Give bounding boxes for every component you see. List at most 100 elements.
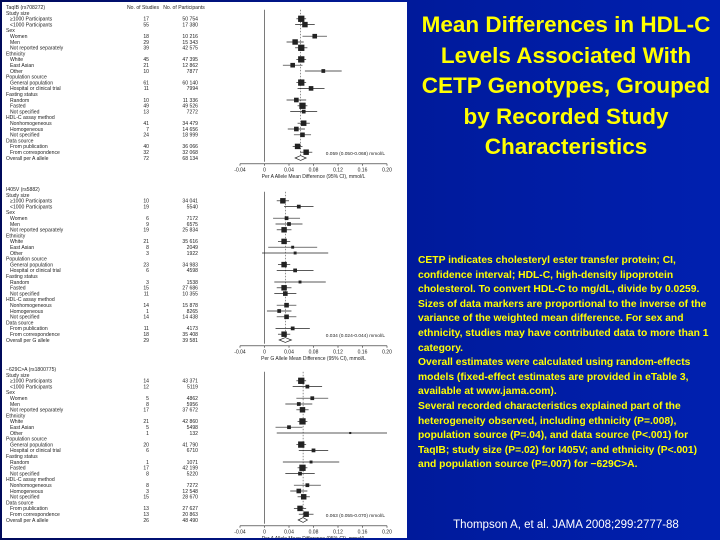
panel3-row-2-participants: 43 371 (182, 379, 198, 385)
panel1-row-11-label: Other (10, 69, 23, 75)
panel2-tick-label-4: 0.08 (309, 349, 319, 355)
panel2-row-2-label: ≥1000 Participants (10, 199, 53, 205)
panel1-tick-label-4: 0.08 (309, 167, 319, 173)
panel3-row-18-studies: 8 (146, 471, 149, 477)
panel3-row-16-participants: 1071 (187, 460, 198, 466)
panel3-row-7-label: Not reported separately (10, 408, 64, 414)
panel3-row-14-studies: 6 (146, 448, 149, 454)
panel2-tick-label-2: 0 (263, 349, 266, 355)
panel3-tick-label-5: 0.12 (333, 529, 343, 535)
panel2-row-22-marker (284, 314, 289, 320)
panel3-row-21-participants: 12 548 (182, 489, 198, 495)
panel2-row-6-participants: 6575 (187, 222, 198, 228)
note-marker-sizes: Sizes of data markers are proportional t… (418, 298, 709, 354)
panel3-row-14-marker (311, 448, 316, 453)
panel3-row-17-participants: 42 199 (182, 466, 198, 472)
panel2-row-18-studies: 11 (144, 291, 149, 297)
panel2-row-7-studies: 19 (143, 228, 149, 234)
panel1-tick-label-3: 0.04 (284, 167, 294, 173)
panel1-header-studies: No. of Studies (127, 5, 159, 11)
panel3-row-10-label: East Asian (10, 425, 34, 431)
panel3-row-7-studies: 17 (143, 408, 149, 414)
panel2-row-11-studies: 3 (146, 251, 149, 257)
panel1-row-20-studies: 41 (143, 121, 149, 127)
panel3-row-26-ci-text: 0.063 (0.055-0.070) mmol/L (326, 513, 386, 519)
panel2-tick-label-7: 0.20 (382, 349, 392, 355)
panel3-row-16-marker (309, 460, 313, 464)
panel2-row-14-participants: 4598 (187, 268, 198, 274)
panel1-row-15-heading: Fasting status (6, 92, 38, 98)
panel3-row-3-studies: 12 (143, 384, 149, 390)
panel1-row-20-label: Nonhomogeneous (10, 121, 52, 127)
panel3-row-3-participants: 5119 (187, 384, 198, 390)
panel1-row-14-studies: 11 (144, 86, 149, 92)
panel3-row-11-participants: 132 (190, 431, 199, 437)
panel1-row-18-marker (301, 109, 306, 114)
panel3-row-13-studies: 20 (143, 442, 149, 448)
panel2-row-20-studies: 14 (143, 303, 149, 309)
panel2-row-25-label: From correspondence (10, 332, 60, 338)
panel2-row-18-label: Not specified (10, 291, 40, 297)
panel2-row-14-label: Hospital or clinical trial (10, 268, 61, 274)
panel2-row-17-marker (281, 285, 287, 291)
panel3-row-26-diamond (297, 517, 309, 523)
panel2-row-20-marker (284, 302, 289, 308)
panel1-row-3-participants: 17 380 (182, 22, 198, 28)
panel2-row-24-marker (290, 326, 295, 331)
panel1-row-21-studies: 7 (146, 127, 149, 133)
panel2-row-21-marker (277, 309, 282, 313)
panel3-tick-label-3: 0.04 (284, 529, 294, 535)
panel3-row-3-label: <1000 Participants (10, 384, 53, 390)
panel3-row-26-label: Overall per A allele (6, 518, 49, 524)
panel1-row-16-marker (294, 97, 299, 103)
panel2-row-14-studies: 6 (146, 268, 149, 274)
panel2-row-11-marker (293, 251, 297, 255)
panel2-row-15-heading: Fasting status (6, 274, 38, 280)
panel1-row-5-studies: 18 (143, 34, 149, 40)
panel2-row-10-studies: 8 (146, 245, 149, 251)
panel3-row-22-studies: 15 (143, 495, 149, 501)
panel1-row-5-participants: 10 216 (182, 34, 198, 40)
panel3-row-6-label: Men (10, 402, 20, 408)
panel2-row-23-heading: Data source (6, 320, 34, 326)
panel2-group-label: I405V (rs5882) (6, 187, 40, 193)
panel1-row-6-label: Men (10, 40, 20, 46)
panel2-row-24-studies: 11 (144, 326, 149, 332)
panel2-row-5-participants: 7172 (187, 216, 198, 222)
panel2-tick-label-3: 0.04 (284, 349, 294, 355)
panel2-row-26-diamond (278, 337, 293, 343)
panel2-row-6-marker (287, 222, 291, 226)
panel1-row-11-marker (321, 69, 326, 73)
panel2-row-7-participants: 25 834 (182, 228, 198, 234)
panel1-row-20-marker (300, 120, 307, 126)
panel3-row-13-marker (298, 441, 305, 448)
panel3-tick-label-1: -0.04 (234, 529, 246, 535)
panel3-row-11-studies: 1 (146, 431, 149, 437)
panel2-row-3-label: <1000 Participants (10, 204, 53, 210)
panel1-row-14-marker (308, 86, 314, 91)
panel1-row-25-participants: 32 068 (182, 150, 198, 156)
panel2-row-24-participants: 4173 (187, 326, 198, 332)
panel1-row-26-label: Overall per A allele (6, 156, 49, 162)
panel1-row-20-participants: 34 479 (182, 121, 198, 127)
panel2-row-2-studies: 10 (143, 199, 149, 205)
panel3-row-26-participants: 48 490 (182, 518, 198, 524)
panel1-row-10-label: East Asian (10, 63, 34, 69)
panel1-row-10-marker (290, 62, 295, 68)
panel1-row-6-marker (292, 39, 298, 45)
panel2-row-9-marker (281, 238, 287, 245)
panel3-row-21-marker (296, 488, 302, 494)
panel3-row-19-heading: HDL-C assay method (6, 477, 55, 483)
panel3-row-5-participants: 4862 (187, 396, 198, 402)
panel1-row-21-participants: 14 656 (182, 127, 198, 133)
panel2-row-26-label: Overall per G allele (6, 338, 50, 344)
panel1-row-25-marker (303, 149, 309, 155)
panel2-row-10-participants: 2049 (187, 245, 198, 251)
panel1-row-16-label: Random (10, 98, 29, 104)
panel1-row-26-participants: 68 134 (182, 156, 198, 162)
panel3-row-6-participants: 5956 (187, 402, 198, 408)
panel2-row-7-marker (281, 227, 287, 233)
panel3-tick-label-4: 0.08 (309, 529, 319, 535)
panel3-row-18-label: Not specified (10, 471, 40, 477)
panel3-row-24-studies: 13 (143, 506, 149, 512)
